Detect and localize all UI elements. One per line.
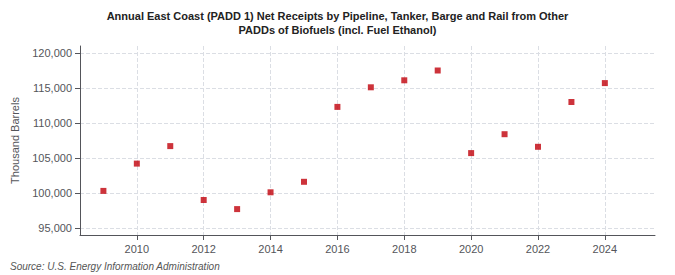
svg-text:2010: 2010 xyxy=(125,243,149,255)
svg-text:PADDs of Biofuels (incl. Fuel: PADDs of Biofuels (incl. Fuel Ethanol) xyxy=(239,24,437,36)
svg-text:Annual East Coast (PADD 1) Net: Annual East Coast (PADD 1) Net Receipts … xyxy=(107,10,569,22)
svg-text:105,000: 105,000 xyxy=(32,152,72,164)
svg-text:115,000: 115,000 xyxy=(33,82,72,94)
svg-text:95,000: 95,000 xyxy=(38,222,72,234)
svg-text:Source: U.S. Energy Informatio: Source: U.S. Energy Information Administ… xyxy=(10,261,220,272)
svg-text:2018: 2018 xyxy=(392,243,416,255)
svg-text:2014: 2014 xyxy=(258,243,282,255)
svg-text:110,000: 110,000 xyxy=(33,117,72,129)
svg-text:Thousand Barrels: Thousand Barrels xyxy=(9,97,21,184)
svg-text:2012: 2012 xyxy=(191,243,215,255)
svg-text:120,000: 120,000 xyxy=(32,47,72,59)
svg-text:2022: 2022 xyxy=(526,243,550,255)
svg-text:2024: 2024 xyxy=(593,243,617,255)
svg-text:2020: 2020 xyxy=(459,243,483,255)
svg-text:2016: 2016 xyxy=(325,243,349,255)
svg-text:100,000: 100,000 xyxy=(32,187,72,199)
